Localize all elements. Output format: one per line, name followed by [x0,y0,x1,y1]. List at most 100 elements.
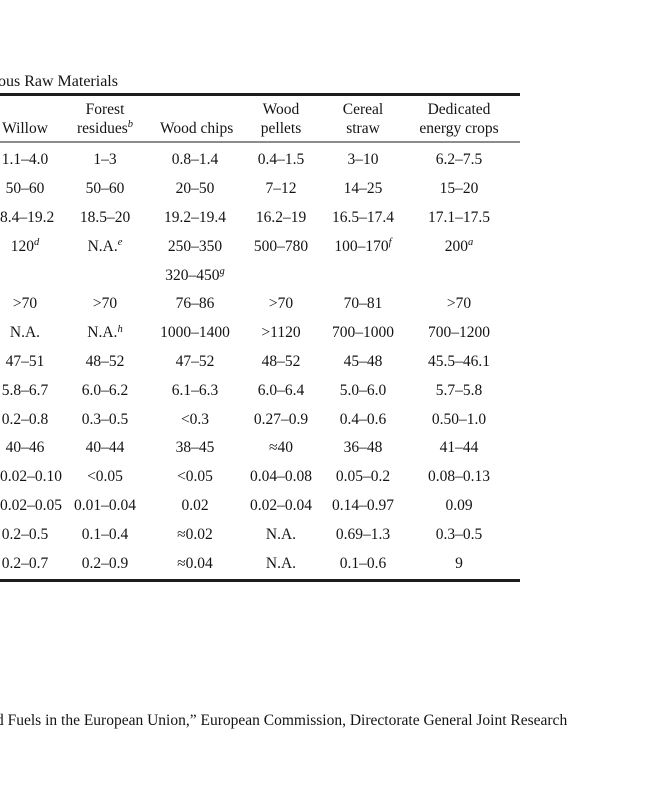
cell-value: 0.02 [181,496,209,514]
table-cell: ≈40 [230,439,332,457]
cell-value: 16.5–17.4 [332,208,394,226]
table-cell: 48–52 [50,353,160,371]
cell-value: 17.1–17.5 [428,208,490,226]
table-cell: 6.1–6.3 [160,382,230,400]
table-cell: 7–12 [230,180,332,198]
cell-value: 36–48 [343,439,383,457]
table-cell: 15–20 [394,180,524,198]
cell-value: 6.1–6.3 [171,381,219,399]
table-cell: 1000–1400 [160,324,230,342]
table-cell: >70 [394,295,524,313]
header-label: residues [76,119,128,137]
cell-value: 0.4–1.5 [257,151,305,169]
table-cell: 0.27–0.9 [230,411,332,429]
cell-value: 76–86 [175,295,215,313]
table-cell: 0.02–0.10 [0,468,62,486]
table-row: 120d N.A.e 250–350 500–780 100–170f 200a [0,232,524,261]
cell-value: 0.2–0.5 [1,525,49,543]
cell-value: >70 [12,295,38,313]
table-cell: N.A. [0,324,50,342]
cell-footnote-mark: d [34,237,40,249]
cell-value: 48–52 [85,352,125,370]
cell-value: ≈0.04 [177,554,213,572]
table-cell: 5.0–6.0 [332,382,394,400]
cell-value: 120 [10,237,34,255]
cell-value: 8.4–19.2 [0,208,55,226]
table-cell: 0.1–0.6 [332,555,394,573]
cell-value: >1120 [261,324,301,342]
table-cell: 5.8–6.7 [0,382,50,400]
table-cell: 700–1200 [394,324,524,342]
cell-value: <0.05 [87,468,123,486]
table-cell: N.A.e [50,237,160,256]
table-cell: <0.05 [50,468,160,486]
cell-value: 47–51 [5,352,45,370]
table-top-rule [0,93,520,96]
cell-value: 41–44 [439,439,479,457]
table-cell: >70 [230,295,332,313]
table-cell: 0.01–0.04 [50,497,160,515]
cell-value: 47–52 [175,352,215,370]
header-label: straw [346,119,380,137]
table-body: 1.1–4.0 1–3 0.8–1.4 0.4–1.5 3–10 6.2–7.5 50–60… [0,146,524,578]
table-row: N.A. N.A.h 1000–1400 >1120 700–1000 700–1200 [0,319,524,348]
cell-value: 0.2–0.8 [1,410,49,428]
table-cell: >1120 [230,324,332,342]
table-cell: 0.2–0.9 [50,555,160,573]
table-cell: 48–52 [230,353,332,371]
table-cell: 0.2–0.5 [0,526,50,544]
table-cell: 5.7–5.8 [394,382,524,400]
cell-value: ≈40 [268,439,293,457]
table-cell: 40–46 [0,439,50,457]
cell-value: 16.2–19 [255,208,307,226]
header-line2: straw [332,120,394,141]
cell-value: N.A. [265,525,297,543]
table-cell: 250–350 [160,238,230,256]
table-cell: 45–48 [332,353,394,371]
cell-value: 0.3–0.5 [435,525,483,543]
cell-footnote-mark: f [388,237,392,249]
table-cell: 0.2–0.7 [0,555,50,573]
cell-value: 14–25 [343,180,383,198]
table-row: 40–46 40–44 38–45 ≈40 36–48 41–44 [0,434,524,463]
header-line1: Dedicated [427,101,491,118]
table-cell: 17.1–17.5 [394,209,524,227]
cell-value: 1.1–4.0 [1,151,49,169]
table-cell: 14–25 [332,180,394,198]
cell-value: 0.69–1.3 [335,525,391,543]
cell-value: 0.2–0.9 [81,554,129,572]
column-header-forest-residues: Forest residuesb [50,101,160,140]
table-bottom-rule [0,579,520,582]
table-cell: 18.5–20 [50,209,160,227]
cell-value: >70 [268,295,294,313]
header-line2: energy crops [394,120,524,141]
table-cell: 0.02–0.05 [0,497,62,515]
table-cell: 0.05–0.2 [332,468,394,486]
header-footnote-mark: b [127,119,134,130]
header-line2: residuesb [50,119,160,141]
table-cell: 1–3 [50,151,160,169]
table-cell: 45.5–46.1 [394,353,524,371]
table-row: >70 >70 76–86 >70 70–81 >70 [0,290,524,319]
cell-value: N.A. [265,554,297,572]
table-cell: 200a [394,237,524,256]
cell-value: 100–170 [334,237,389,255]
cell-value: 0.1–0.4 [81,525,129,543]
table-row: 47–51 48–52 47–52 48–52 45–48 45.5–46.1 [0,348,524,377]
table-cell: ≈0.02 [160,526,230,544]
table-cell: 0.14–0.97 [332,497,394,515]
table-cell: 320–450g [160,266,230,285]
cell-value: 700–1200 [428,324,490,342]
cell-value: >70 [446,295,472,313]
cell-value: 0.2–0.7 [1,554,49,572]
table-cell: <0.3 [160,411,230,429]
cell-value: 0.04–0.08 [250,468,312,486]
table-header-rule [0,141,520,143]
cell-value: 38–45 [175,439,215,457]
column-header-cereal-straw: Cereal straw [332,101,394,140]
cell-value: 50–60 [85,180,125,198]
header-line1: Forest [85,101,125,118]
cell-value: 9 [455,554,463,572]
cell-value: <0.3 [180,410,210,428]
table-cell: N.A. [230,526,332,544]
